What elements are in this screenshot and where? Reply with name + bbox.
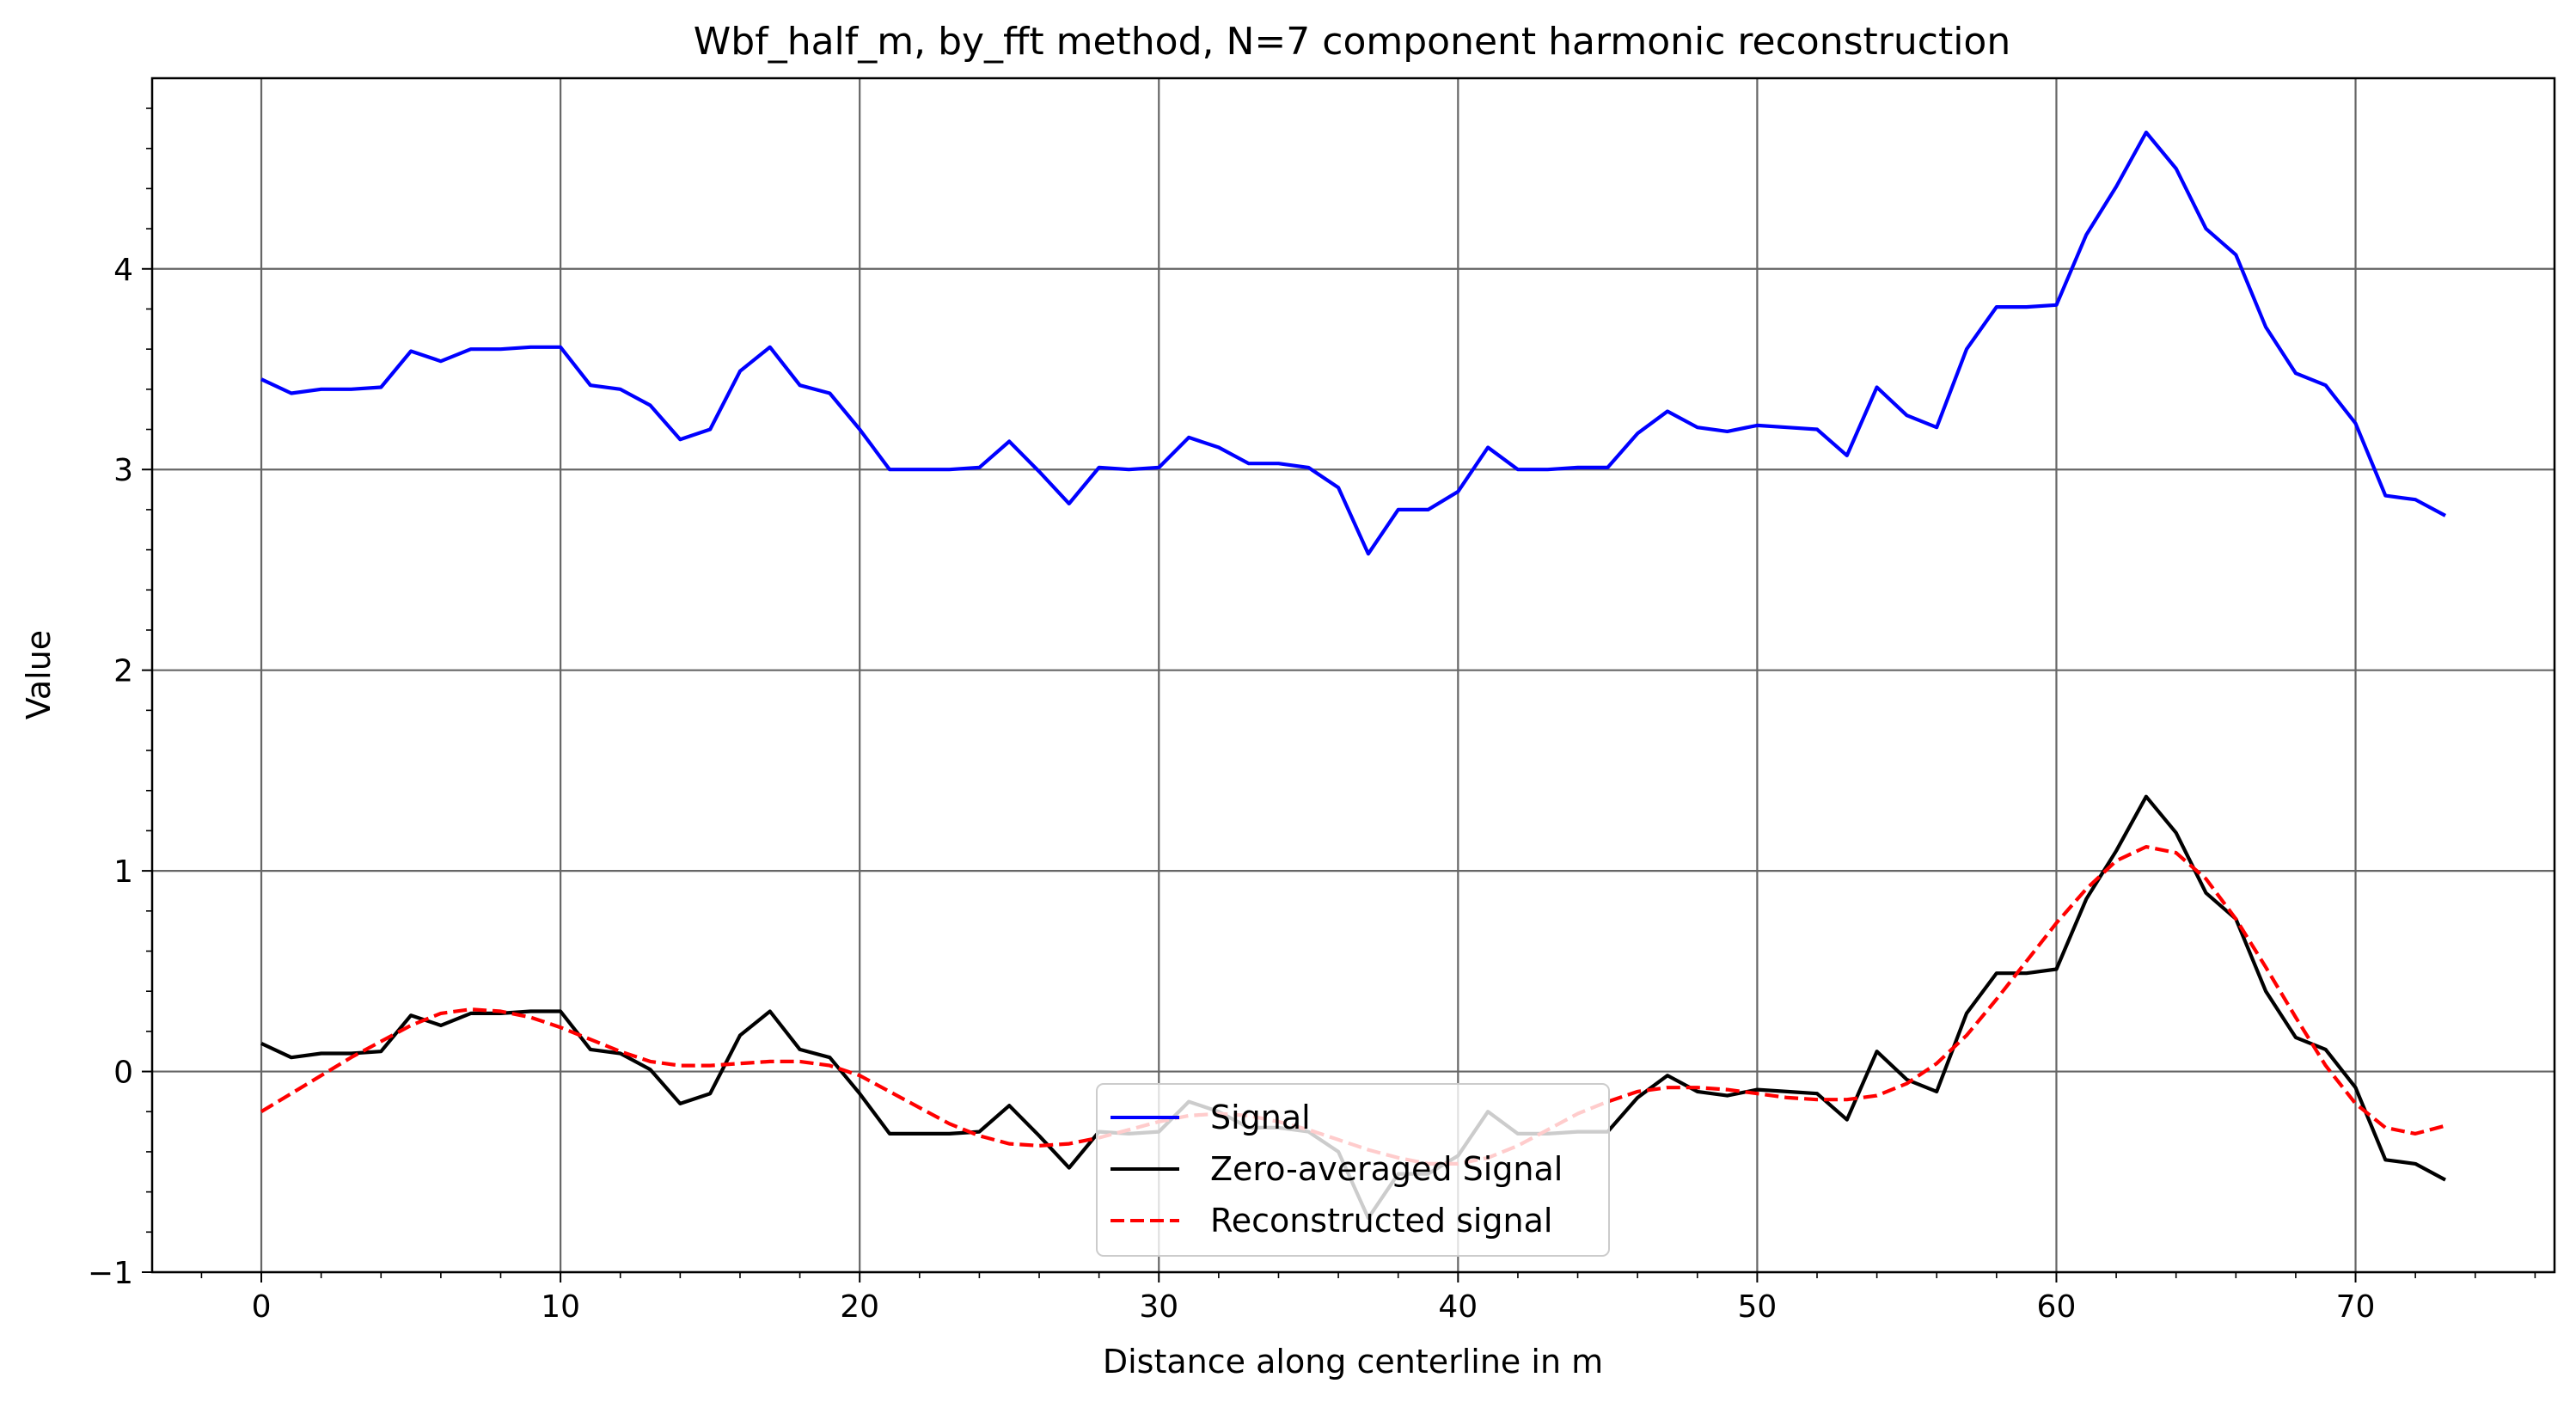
legend-label-reconstructed-signal: Reconstructed signal [1210, 1202, 1552, 1240]
legend-label-signal: Signal [1210, 1099, 1311, 1136]
y-tick-label-2: 1 [113, 854, 133, 890]
x-tick-label-3: 30 [1139, 1289, 1178, 1325]
plot-area-background [152, 78, 2555, 1272]
x-tick-label-2: 20 [840, 1289, 879, 1325]
y-tick-label-1: 0 [113, 1056, 133, 1091]
y-tick-label-5: 4 [113, 253, 133, 288]
x-tick-label-1: 10 [541, 1289, 580, 1325]
legend: Signal Zero-averaged Signal Reconstructe… [1096, 1083, 1610, 1257]
chart-title: Wbf_half_m, by_fft method, N=7 component… [694, 20, 2010, 64]
y-axis-label: Value [20, 630, 58, 719]
x-tick-label-7: 70 [2336, 1289, 2376, 1325]
y-tick-label-0: −1 [88, 1256, 133, 1291]
grid-lines [152, 78, 2555, 1274]
plot-frame [150, 77, 2556, 1274]
legend-box [1096, 1083, 1610, 1257]
axis-ticks: 0 10 20 30 40 50 60 70 −1 0 1 2 3 4 [88, 107, 2536, 1325]
x-tick-label-5: 50 [1737, 1289, 1777, 1325]
legend-label-zero-averaged-signal: Zero-averaged Signal [1210, 1150, 1563, 1188]
y-tick-label-3: 2 [113, 654, 133, 689]
x-tick-label-6: 60 [2037, 1289, 2077, 1325]
x-axis-label: Distance along centerline in m [1103, 1343, 1603, 1380]
series-line-signal [260, 130, 2446, 556]
y-tick-label-4: 3 [113, 453, 133, 488]
x-tick-label-0: 0 [252, 1289, 272, 1325]
x-tick-label-4: 40 [1438, 1289, 1478, 1325]
